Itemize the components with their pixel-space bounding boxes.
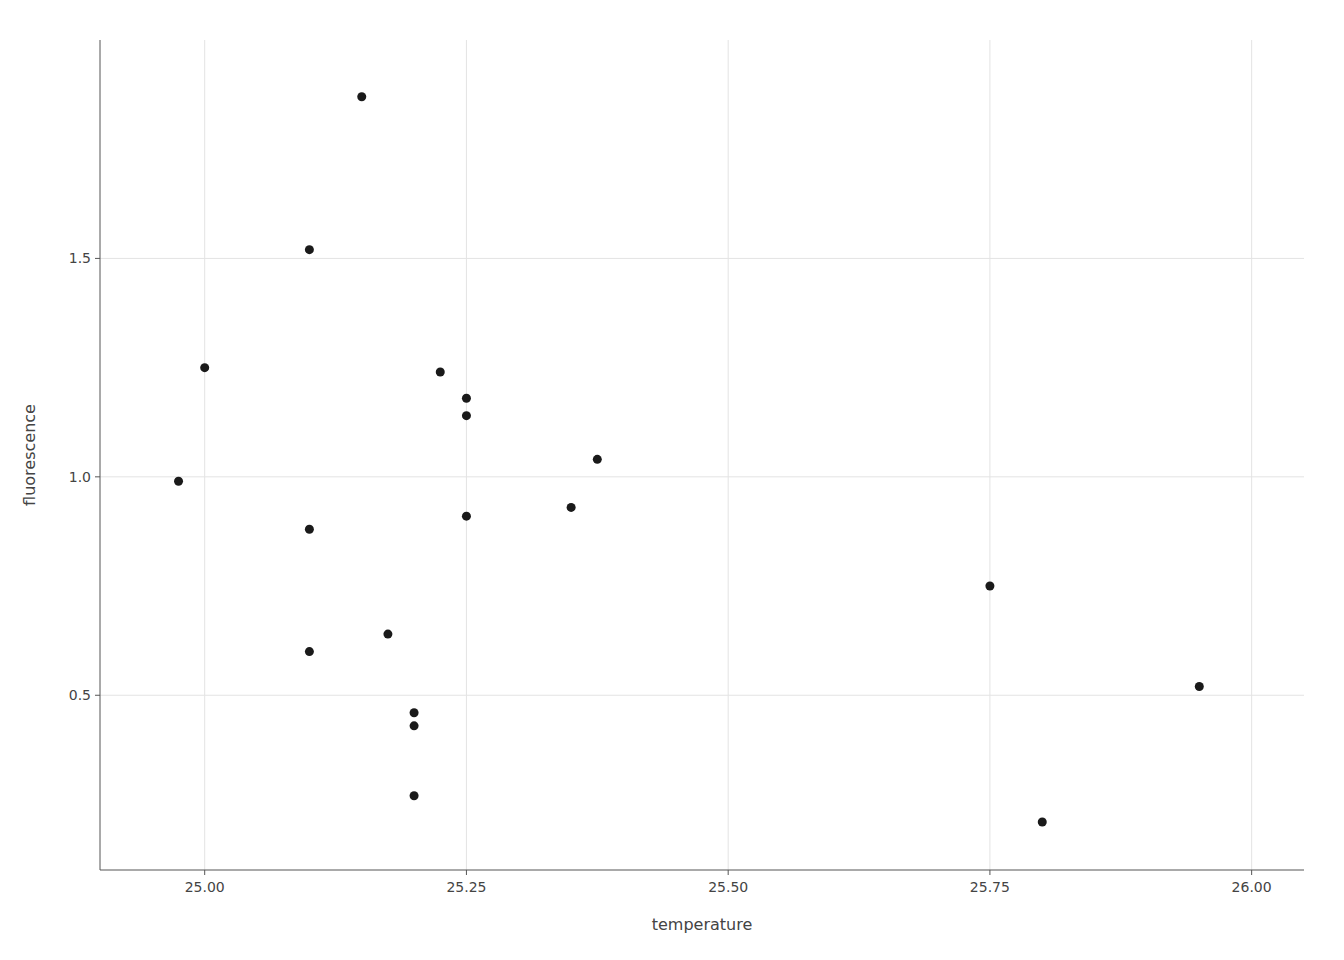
y-tick xyxy=(95,476,100,477)
point xyxy=(200,363,209,372)
x-tick xyxy=(1251,870,1252,875)
point xyxy=(567,503,576,512)
x-tick xyxy=(466,870,467,875)
point xyxy=(174,477,183,486)
point xyxy=(1038,817,1047,826)
grid-line-y xyxy=(100,476,1304,477)
x-tick-label: 25.00 xyxy=(185,879,225,895)
x-tick xyxy=(989,870,990,875)
chart: 25.00 25.25 25.50 25.75 26.00 0.5 1.0 1.5 temper… xyxy=(0,0,1344,960)
x-axis-label: temperature xyxy=(652,915,753,934)
point xyxy=(436,368,445,377)
axes: 25.00 25.25 25.50 25.75 26.00 0.5 1.0 1.5 xyxy=(69,250,1272,895)
point xyxy=(410,708,419,717)
grid-line-y xyxy=(100,695,1304,696)
grid-line-x xyxy=(989,40,990,870)
point xyxy=(1195,682,1204,691)
grid-line-x xyxy=(204,40,205,870)
x-tick-label: 26.00 xyxy=(1232,879,1272,895)
grid-line-x xyxy=(466,40,467,870)
points xyxy=(174,92,1204,826)
point xyxy=(462,512,471,521)
point xyxy=(410,791,419,800)
point xyxy=(593,455,602,464)
point xyxy=(462,394,471,403)
x-tick xyxy=(204,870,205,875)
y-tick-label: 0.5 xyxy=(69,687,91,703)
grid-line-x xyxy=(1251,40,1252,870)
x-tick xyxy=(728,870,729,875)
x-axis-line xyxy=(100,870,1304,871)
point xyxy=(383,630,392,639)
y-tick-label: 1.0 xyxy=(69,469,91,485)
y-axis-line xyxy=(100,40,101,870)
y-tick-label: 1.5 xyxy=(69,250,91,266)
x-tick-label: 25.75 xyxy=(970,879,1010,895)
grid-line-y xyxy=(100,258,1304,259)
grid-line-x xyxy=(728,40,729,870)
point xyxy=(410,721,419,730)
point xyxy=(462,411,471,420)
y-axis-label: fluorescence xyxy=(20,404,39,506)
point xyxy=(357,92,366,101)
x-tick-label: 25.25 xyxy=(446,879,486,895)
y-tick xyxy=(95,258,100,259)
point xyxy=(985,582,994,591)
point xyxy=(305,647,314,656)
point xyxy=(305,525,314,534)
x-tick-label: 25.50 xyxy=(708,879,748,895)
grid xyxy=(100,40,1304,870)
y-tick xyxy=(95,695,100,696)
point xyxy=(305,245,314,254)
